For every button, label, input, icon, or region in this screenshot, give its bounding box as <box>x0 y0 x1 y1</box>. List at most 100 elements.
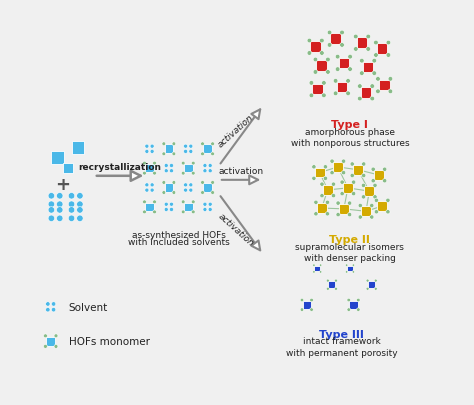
Circle shape <box>162 181 166 185</box>
Circle shape <box>191 162 195 166</box>
Polygon shape <box>328 281 336 288</box>
Polygon shape <box>337 83 347 93</box>
Circle shape <box>372 59 376 64</box>
Circle shape <box>319 51 324 56</box>
Circle shape <box>44 345 47 348</box>
Circle shape <box>54 345 58 348</box>
Circle shape <box>335 279 337 282</box>
Circle shape <box>170 169 173 173</box>
Circle shape <box>350 174 355 178</box>
Circle shape <box>325 212 329 216</box>
Circle shape <box>191 172 195 176</box>
Circle shape <box>346 92 350 96</box>
Circle shape <box>358 215 363 220</box>
Polygon shape <box>145 203 154 212</box>
Circle shape <box>150 150 154 154</box>
Circle shape <box>145 150 149 154</box>
Circle shape <box>374 41 378 46</box>
Polygon shape <box>349 301 358 309</box>
Circle shape <box>383 179 387 183</box>
Circle shape <box>359 72 364 76</box>
Circle shape <box>336 201 340 206</box>
Circle shape <box>191 200 195 204</box>
Polygon shape <box>361 207 371 217</box>
Circle shape <box>182 172 185 176</box>
Polygon shape <box>338 58 349 69</box>
Circle shape <box>68 193 75 200</box>
Circle shape <box>321 81 326 86</box>
Circle shape <box>48 201 55 208</box>
Circle shape <box>326 70 330 75</box>
Circle shape <box>153 172 156 176</box>
Text: supramolecular isomers
with denser packing: supramolecular isomers with denser packi… <box>295 242 404 263</box>
Circle shape <box>54 334 58 338</box>
Polygon shape <box>353 165 363 175</box>
Circle shape <box>383 168 387 172</box>
Text: activation: activation <box>219 167 264 176</box>
Circle shape <box>183 183 188 188</box>
Circle shape <box>170 164 173 168</box>
Polygon shape <box>330 34 341 45</box>
Circle shape <box>51 308 56 312</box>
Circle shape <box>386 53 391 58</box>
Circle shape <box>354 47 358 52</box>
Circle shape <box>341 160 346 164</box>
Circle shape <box>319 264 322 267</box>
Circle shape <box>189 145 193 149</box>
Circle shape <box>201 191 204 195</box>
Text: activation: activation <box>216 212 255 248</box>
Circle shape <box>346 264 348 267</box>
Polygon shape <box>184 203 192 212</box>
Circle shape <box>162 143 166 146</box>
Circle shape <box>143 162 146 166</box>
Circle shape <box>374 53 378 58</box>
Circle shape <box>327 43 332 48</box>
Circle shape <box>341 171 346 175</box>
Circle shape <box>313 271 315 273</box>
Circle shape <box>48 215 55 222</box>
Circle shape <box>310 298 313 302</box>
Circle shape <box>373 195 377 200</box>
Circle shape <box>386 199 390 203</box>
Polygon shape <box>63 163 73 173</box>
Circle shape <box>170 202 173 207</box>
Circle shape <box>183 189 188 193</box>
Polygon shape <box>184 164 192 173</box>
Circle shape <box>371 168 375 172</box>
Circle shape <box>312 165 316 170</box>
Circle shape <box>201 153 204 156</box>
Circle shape <box>182 200 185 204</box>
Circle shape <box>182 211 185 214</box>
Circle shape <box>203 208 207 212</box>
Polygon shape <box>203 184 212 192</box>
Polygon shape <box>314 266 320 272</box>
Circle shape <box>373 184 377 188</box>
Circle shape <box>323 165 328 170</box>
Circle shape <box>330 171 334 175</box>
Circle shape <box>331 194 336 198</box>
Circle shape <box>346 79 350 84</box>
Polygon shape <box>164 145 173 154</box>
Circle shape <box>153 200 156 204</box>
Polygon shape <box>303 301 311 309</box>
Circle shape <box>325 200 329 205</box>
Circle shape <box>366 47 371 52</box>
Text: Type I: Type I <box>331 120 368 130</box>
Text: Solvent: Solvent <box>69 302 108 312</box>
Circle shape <box>172 153 176 156</box>
Circle shape <box>370 97 374 102</box>
Circle shape <box>68 201 75 208</box>
Polygon shape <box>377 44 388 55</box>
Circle shape <box>348 68 352 72</box>
Text: HOFs monomer: HOFs monomer <box>69 336 150 346</box>
Circle shape <box>313 70 318 75</box>
Circle shape <box>333 92 338 96</box>
Polygon shape <box>312 85 323 95</box>
Circle shape <box>374 279 377 282</box>
Circle shape <box>164 208 168 212</box>
Circle shape <box>371 179 375 183</box>
Circle shape <box>336 213 340 217</box>
Text: amorphorous phase
with nonporous structures: amorphorous phase with nonporous structu… <box>291 127 409 148</box>
Circle shape <box>208 202 212 207</box>
Text: as-synthesized HOFs: as-synthesized HOFs <box>132 231 226 240</box>
